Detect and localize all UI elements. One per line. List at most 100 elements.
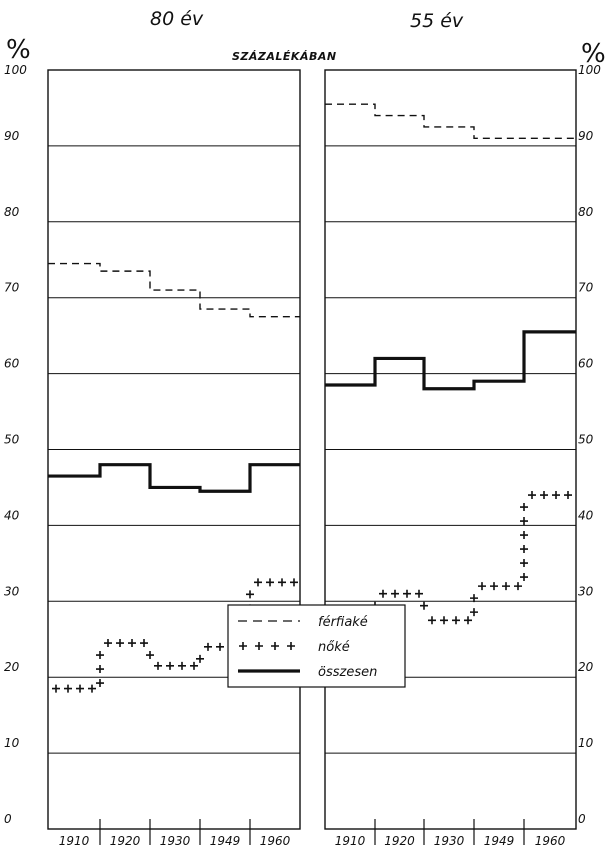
legend: férfiaké nőké összesen (227, 604, 406, 688)
legend-cross-mark (255, 642, 263, 650)
data-point (96, 679, 104, 688)
data-point (76, 684, 84, 693)
y-tick-label: 100 (578, 63, 601, 77)
y-tick-label: 0 (4, 812, 12, 826)
series-line (48, 262, 300, 318)
data-point (464, 616, 472, 625)
data-point (128, 639, 136, 648)
data-point (470, 594, 478, 603)
data-point (564, 491, 572, 500)
x-tick-label: 1930 (160, 834, 191, 848)
legend-label-osszesen: összesen (318, 665, 377, 680)
x-tick-label: 1920 (110, 834, 141, 848)
data-point (64, 684, 72, 693)
x-tick-labels-left: 1910 1920 1930 1949 1960 (59, 819, 291, 848)
y-tick-label: 100 (4, 63, 27, 77)
y-tick-labels-right: 0 10 20 30 40 50 60 70 80 90 100 (578, 63, 601, 826)
data-point (520, 573, 528, 582)
y-tick-label: 20 (578, 660, 594, 674)
y-tick-label: 40 (4, 508, 20, 522)
data-point (154, 661, 162, 670)
y-tick-label: 30 (4, 584, 20, 598)
x-tick-label: 1960 (535, 834, 566, 848)
y-tick-label: 90 (4, 129, 20, 143)
x-tick-label: 1960 (260, 834, 291, 848)
series-line (325, 103, 576, 140)
data-point (440, 616, 448, 625)
y-tick-label: 30 (578, 584, 594, 598)
data-point (520, 545, 528, 554)
series-dashed (325, 103, 576, 140)
series-right (325, 103, 576, 659)
data-point (490, 582, 498, 591)
data-point (140, 639, 148, 648)
data-point (104, 639, 112, 648)
series-line (325, 330, 576, 391)
y-tick-label: 70 (4, 281, 20, 295)
chart-subtitle: SZÁZALÉKÁBAN (232, 50, 337, 63)
y-tick-label: 40 (578, 508, 594, 522)
y-tick-label: 90 (578, 129, 594, 143)
data-point (520, 517, 528, 526)
data-point (290, 578, 298, 587)
y-tick-label: 60 (4, 357, 20, 371)
data-point (178, 661, 186, 670)
data-point (540, 491, 548, 500)
x-tick-labels-right: 1910 1920 1930 1949 1960 (335, 819, 566, 848)
data-point (520, 531, 528, 540)
data-point (246, 590, 254, 599)
data-point (514, 582, 522, 591)
y-tick-label: 10 (4, 736, 20, 750)
legend-label-noke: nőké (318, 640, 350, 655)
y-tick-label: 60 (578, 357, 594, 371)
legend-cross-mark (239, 642, 247, 650)
x-tick-label: 1910 (59, 834, 90, 848)
data-point (428, 616, 436, 625)
data-point (415, 589, 423, 598)
y-tick-label: 10 (578, 736, 594, 750)
x-tick-label: 1910 (335, 834, 366, 848)
data-point (190, 661, 198, 670)
data-point (420, 601, 428, 610)
y-tick-label: 80 (578, 205, 594, 219)
data-point (502, 582, 510, 591)
data-point (528, 491, 536, 500)
data-point (403, 589, 411, 598)
data-point (266, 578, 274, 587)
series-solid (48, 463, 300, 493)
data-point (470, 608, 478, 617)
data-point (146, 651, 154, 660)
data-point (379, 589, 387, 598)
data-point (278, 578, 286, 587)
legend-cross-mark (271, 642, 279, 650)
legend-cross-mark (287, 642, 295, 650)
x-tick-label: 1949 (210, 834, 241, 848)
data-point (452, 616, 460, 625)
data-point (96, 665, 104, 674)
y-tick-label: 80 (4, 205, 20, 219)
y-axis-label-left: % (6, 35, 31, 65)
data-point (166, 661, 174, 670)
series-line (48, 463, 300, 493)
series-solid (325, 330, 576, 391)
data-point (96, 651, 104, 660)
x-tick-label: 1949 (484, 834, 515, 848)
y-tick-label: 50 (578, 433, 594, 447)
data-point (254, 578, 262, 587)
series-dashed (48, 262, 300, 318)
legend-label-ferfiake: férfiaké (318, 615, 368, 630)
panel-right-title: 55 év (410, 10, 464, 32)
y-tick-labels-left: 0 10 20 30 40 50 60 70 80 90 100 (4, 63, 27, 826)
data-point (88, 684, 96, 693)
y-tick-label: 0 (578, 812, 586, 826)
data-point (520, 559, 528, 568)
data-point (391, 589, 399, 598)
y-axis-label-right: % (581, 39, 606, 69)
legend-swatch-cross (239, 642, 295, 650)
data-point (52, 684, 60, 693)
data-point (216, 642, 224, 651)
data-point (196, 654, 204, 663)
data-point (552, 491, 560, 500)
data-point (478, 582, 486, 591)
